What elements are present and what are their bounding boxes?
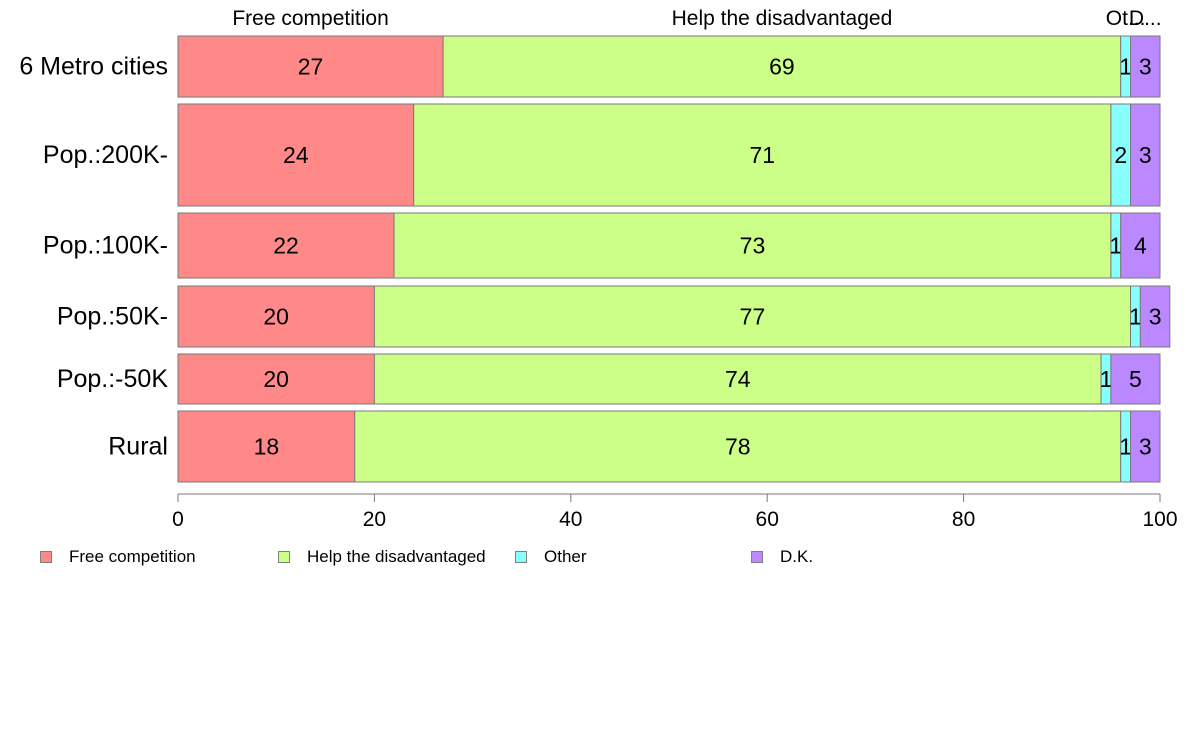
bars: 27 69 1 324 71 2 322 73 1 420 77 1 320 74 1 518 78 1 3 xyxy=(177,35,1171,483)
value-label-pop-50k-other: 1 xyxy=(1129,304,1142,330)
x-axis: 0 20 40 60 80 100 xyxy=(172,493,1178,531)
row-label-pop-50k: Pop.:-50K xyxy=(57,365,169,393)
bar-6-metro-cities-help-the-disadvantaged xyxy=(442,35,1122,98)
value-label-pop-100k-d-k: 4 xyxy=(1134,233,1147,259)
row-label-6-metro-cities: 6 Metro cities xyxy=(19,53,168,81)
bar-rural-help-the-disadvantaged xyxy=(354,410,1122,483)
value-label-pop-100k-help-the-disadvantaged: 73 xyxy=(740,233,766,259)
value-label-pop-50k-free-competition: 20 xyxy=(263,304,289,330)
bar-pop-200k-help-the-disadvantaged xyxy=(413,103,1112,207)
x-tick-label-100: 100 xyxy=(1142,508,1177,531)
x-tick-label-20: 20 xyxy=(363,508,386,531)
top-label-free-competition: Free competition xyxy=(232,7,388,30)
top-label-help-the-disadvantaged: Help the disadvantaged xyxy=(672,7,893,30)
value-label-pop-200k-free-competition: 24 xyxy=(283,142,309,168)
value-label-pop-200k-help-the-disadvantaged: 71 xyxy=(749,142,775,168)
x-tick-label-0: 0 xyxy=(172,508,184,531)
value-label-pop-200k-d-k: 3 xyxy=(1139,142,1152,168)
row-label-pop-50k: Pop.:50K- xyxy=(57,303,168,331)
legend-label: Help the disadvantaged xyxy=(307,547,486,566)
x-tick-label-40: 40 xyxy=(559,508,582,531)
value-label-6-metro-cities-d-k: 3 xyxy=(1139,54,1152,80)
legend-label: D.K. xyxy=(780,547,814,566)
legend-swatch-other xyxy=(515,551,527,563)
legend-item-help-the-disadvantaged: Help the disadvantaged xyxy=(278,547,486,567)
bar-pop-50k-d-k xyxy=(1139,285,1171,348)
bar-pop-50k-d-k xyxy=(1110,353,1161,405)
bar-pop-200k-d-k xyxy=(1130,103,1161,207)
bar-rural-free-competition xyxy=(177,410,356,483)
value-label-rural-help-the-disadvantaged: 78 xyxy=(725,434,751,460)
value-label-6-metro-cities-free-competition: 27 xyxy=(298,54,324,80)
value-label-pop-50k-help-the-disadvantaged: 77 xyxy=(740,304,766,330)
row-labels: 6 Metro cities Pop.:200K- Pop.:100K- Pop.:5… xyxy=(19,53,168,461)
x-tick-label-60: 60 xyxy=(756,508,779,531)
legend-swatch-dk xyxy=(751,551,763,563)
bar-pop-100k-d-k xyxy=(1120,212,1161,279)
value-label-6-metro-cities-other: 1 xyxy=(1119,54,1132,80)
value-label-pop-50k-free-competition: 20 xyxy=(263,366,289,392)
value-label-pop-50k-help-the-disadvantaged: 74 xyxy=(725,366,751,392)
legend-swatch-free-competition xyxy=(40,551,52,563)
top-labels: Free competition Help the disadvantaged Ot… xyxy=(232,7,1161,30)
x-tick-label-80: 80 xyxy=(952,508,975,531)
value-label-pop-50k-other: 1 xyxy=(1100,366,1113,392)
value-label-6-metro-cities-help-the-disadvantaged: 69 xyxy=(769,54,795,80)
value-label-pop-50k-d-k: 3 xyxy=(1149,304,1162,330)
legend-item-free-competition: Free competition xyxy=(40,547,196,567)
bar-rural-d-k xyxy=(1130,410,1161,483)
row-label-pop-100k: Pop.:100K- xyxy=(43,232,168,260)
legend: Free competition Help the disadvantaged … xyxy=(0,547,1188,571)
value-label-rural-d-k: 3 xyxy=(1139,434,1152,460)
legend-label: Free competition xyxy=(69,547,196,566)
bar-pop-50k-help-the-disadvantaged xyxy=(373,285,1132,348)
value-label-rural-other: 1 xyxy=(1119,434,1132,460)
row-label-rural: Rural xyxy=(108,433,168,461)
value-label-pop-200k-other: 2 xyxy=(1114,142,1127,168)
top-label-d-k: D... xyxy=(1129,7,1162,30)
value-label-pop-100k-other: 1 xyxy=(1109,233,1122,259)
legend-item-dk: D.K. xyxy=(751,547,813,567)
stacked-bar-chart: Free competition Help the disadvantaged Ot… xyxy=(19,7,1178,531)
value-label-pop-100k-free-competition: 22 xyxy=(273,233,299,259)
bar-6-metro-cities-d-k xyxy=(1130,35,1161,98)
bar-pop-100k-free-competition xyxy=(177,212,395,279)
legend-label: Other xyxy=(544,547,587,566)
legend-item-other: Other xyxy=(515,547,587,567)
legend-swatch-help-the-disadvantaged xyxy=(278,551,290,563)
row-label-pop-200k: Pop.:200K- xyxy=(43,141,168,169)
bar-pop-200k-free-competition xyxy=(177,103,415,207)
bar-pop-50k-free-competition xyxy=(177,285,375,348)
bar-pop-100k-help-the-disadvantaged xyxy=(393,212,1112,279)
value-label-pop-50k-d-k: 5 xyxy=(1129,366,1142,392)
top-label-other: Ot... xyxy=(1106,7,1146,30)
value-label-rural-free-competition: 18 xyxy=(254,434,280,460)
